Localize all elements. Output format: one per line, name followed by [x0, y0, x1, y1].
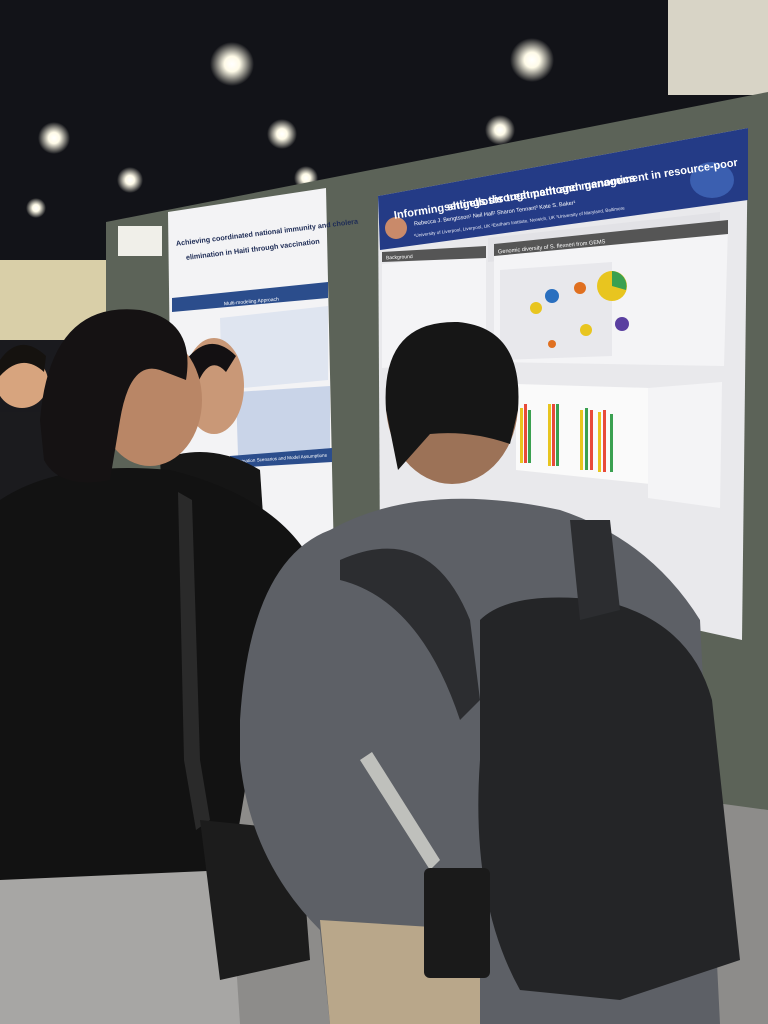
backpack: [478, 597, 740, 1000]
sign: [118, 226, 162, 256]
person-background: [0, 356, 48, 408]
section-heading: Vaccination Scenarios and Model Assumpti…: [232, 453, 328, 465]
pillar: [668, 0, 768, 95]
person-foreground-right: [240, 321, 740, 1024]
bar-chart: [520, 404, 613, 472]
person-foreground-left: [0, 309, 320, 1024]
logo: [690, 162, 734, 198]
section-heading: Background: [386, 254, 413, 261]
author-photo: [385, 217, 407, 239]
section-heading: Multi-modeling Approach: [224, 297, 280, 308]
world-map: [500, 262, 612, 360]
ceiling-lights: [26, 38, 554, 218]
